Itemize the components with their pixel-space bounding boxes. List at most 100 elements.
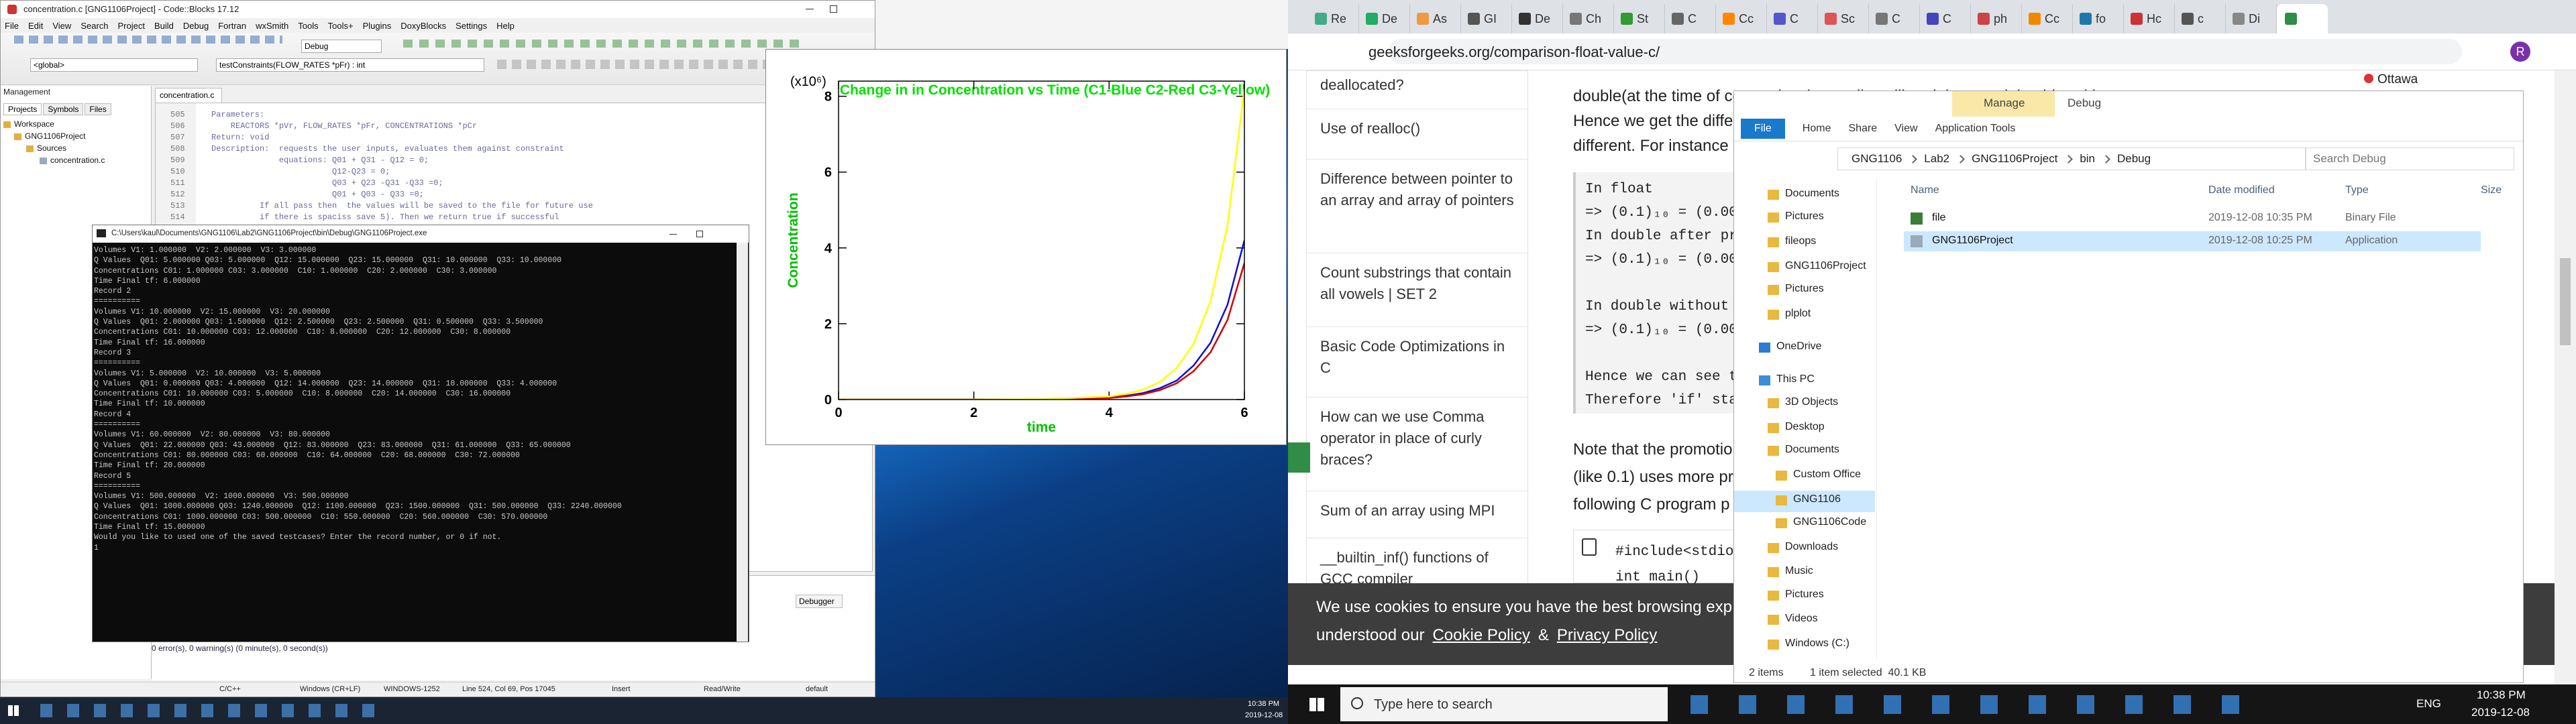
- scrollbar[interactable]: [2555, 70, 2576, 684]
- scope-combo[interactable]: <global>: [30, 58, 198, 72]
- path-segment[interactable]: Debug: [2117, 152, 2151, 165]
- maximize-button[interactable]: [830, 5, 837, 13]
- nav-item[interactable]: GNG1106Code: [1793, 516, 1867, 528]
- browser-tab[interactable]: As: [1410, 4, 1461, 34]
- sidebar-link[interactable]: Difference between pointer to an array a…: [1320, 170, 1514, 208]
- nav-item[interactable]: fileops: [1785, 235, 1817, 247]
- menu-item[interactable]: DoxyBlocks: [400, 20, 447, 31]
- maximize-button[interactable]: [696, 231, 703, 237]
- nav-item[interactable]: Documents: [1785, 444, 1839, 455]
- nav-item[interactable]: Documents: [1785, 188, 1839, 199]
- menu-item[interactable]: Edit: [28, 20, 44, 31]
- sidebar-link[interactable]: Count substrings that contain all vowels…: [1320, 264, 1511, 302]
- nav-item[interactable]: Pictures: [1785, 589, 1824, 600]
- scrollbar[interactable]: [737, 243, 748, 642]
- menu-item[interactable]: Settings: [455, 20, 488, 31]
- tree-item[interactable]: GNG1106Project: [25, 131, 86, 141]
- function-combo[interactable]: testConstraints(FLOW_RATES *pFr) : int: [216, 58, 484, 72]
- search-box[interactable]: Search Debug: [2306, 147, 2514, 170]
- active-tab[interactable]: [2277, 4, 2328, 34]
- logs-tab[interactable]: Debugger: [796, 595, 843, 608]
- menu-item[interactable]: Build: [154, 20, 174, 31]
- ribbon-tab[interactable]: File: [1741, 119, 1785, 139]
- tree-item[interactable]: Workspace: [14, 119, 54, 129]
- browser-tab[interactable]: fo: [2073, 4, 2124, 34]
- menu-item[interactable]: Fortran: [218, 20, 247, 31]
- nav-item[interactable]: GNG1106Project: [1785, 260, 1866, 272]
- browser-tab[interactable]: C: [1767, 4, 1818, 34]
- column-header[interactable]: Date modified: [2208, 184, 2275, 196]
- browser-tab[interactable]: Ch: [1563, 4, 1614, 34]
- browser-tab[interactable]: c: [2175, 4, 2226, 34]
- menu-item[interactable]: wxSmith: [256, 20, 289, 31]
- browser-tab[interactable]: Cc: [1716, 4, 1767, 34]
- taskbar-icons[interactable]: [1690, 695, 2267, 714]
- nav-item[interactable]: Desktop: [1785, 421, 1825, 432]
- nav-item[interactable]: Pictures: [1785, 210, 1824, 222]
- copy-icon[interactable]: [1582, 538, 1597, 556]
- omnibox[interactable]: [1389, 39, 2462, 64]
- path-segment[interactable]: GNG1106: [1851, 152, 1902, 165]
- nav-item[interactable]: Custom Office: [1793, 469, 1862, 480]
- menu-item[interactable]: Project: [117, 20, 145, 31]
- browser-tab[interactable]: C: [1920, 4, 1971, 34]
- nav-item[interactable]: GNG1106: [1793, 493, 1841, 505]
- menu-item[interactable]: Debug: [182, 20, 209, 31]
- menu-item[interactable]: Tools: [298, 20, 319, 31]
- browser-tab[interactable]: GI: [1461, 4, 1512, 34]
- browser-tab[interactable]: C: [1665, 4, 1716, 34]
- browser-tab[interactable]: C: [1869, 4, 1920, 34]
- menu-item[interactable]: Plugins: [362, 20, 392, 31]
- browser-tab[interactable]: Sc: [1818, 4, 1869, 34]
- browser-tab[interactable]: De: [1512, 4, 1563, 34]
- browser-tab[interactable]: Re: [1308, 4, 1359, 34]
- browser-tab[interactable]: Di: [2226, 4, 2277, 34]
- file-cell[interactable]: GNG1106Project: [1932, 235, 2013, 246]
- browser-tab[interactable]: ph: [1971, 4, 2022, 34]
- menu-item[interactable]: File: [5, 20, 19, 31]
- nav-item[interactable]: OneDrive: [1776, 341, 1822, 352]
- sidebar-link[interactable]: deallocated?: [1320, 76, 1404, 93]
- path-segment[interactable]: GNG1106Project: [1972, 152, 2058, 165]
- cookie-link[interactable]: Cookie Policy: [1432, 626, 1530, 644]
- start-button[interactable]: [1309, 698, 1324, 711]
- column-header[interactable]: Name: [1911, 184, 1939, 196]
- panel-tab[interactable]: Files: [85, 103, 111, 115]
- nav-item[interactable]: Videos: [1785, 613, 1818, 624]
- browser-tab[interactable]: Hc: [2124, 4, 2175, 34]
- sidebar-link[interactable]: Sum of an array using MPI: [1320, 502, 1495, 519]
- start-button[interactable]: [8, 705, 19, 716]
- clock-date[interactable]: 2019-12-08: [2471, 706, 2530, 719]
- profile-avatar[interactable]: R: [2510, 42, 2530, 62]
- build-target[interactable]: Debug: [301, 40, 382, 53]
- panel-tab[interactable]: Symbols: [43, 103, 84, 115]
- taskbar-icons[interactable]: [40, 704, 389, 717]
- menu-item[interactable]: Help: [496, 20, 515, 31]
- cookie-link[interactable]: Privacy Policy: [1556, 626, 1658, 644]
- browser-tab[interactable]: St: [1614, 4, 1665, 34]
- path-segment[interactable]: Lab2: [1924, 152, 1950, 165]
- search-box[interactable]: Type here to search: [1340, 687, 1668, 721]
- editor-tab[interactable]: concentration.c: [155, 88, 222, 103]
- minimize-button[interactable]: [669, 234, 677, 235]
- ribbon-tab[interactable]: Share: [1848, 123, 1878, 134]
- ribbon-tab[interactable]: Home: [1802, 123, 1831, 134]
- path-segment[interactable]: bin: [2080, 152, 2095, 165]
- ribbon-tab[interactable]: View: [1894, 123, 1918, 134]
- nav-item[interactable]: 3D Objects: [1785, 396, 1839, 408]
- search-placeholder[interactable]: Type here to search: [1374, 697, 1493, 712]
- nav-item[interactable]: plplot: [1785, 308, 1811, 319]
- nav-item[interactable]: Downloads: [1785, 541, 1839, 552]
- sidebar-link[interactable]: Use of realloc(): [1320, 120, 1421, 137]
- tree-item[interactable]: Sources: [37, 143, 67, 153]
- menu-item[interactable]: Tools+: [327, 20, 354, 31]
- browser-tab[interactable]: Cc: [2022, 4, 2073, 34]
- panel-tab[interactable]: Projects: [3, 103, 42, 115]
- file-cell[interactable]: file: [1932, 212, 1946, 223]
- ribbon-tab[interactable]: Application Tools: [1935, 123, 2016, 134]
- nav-item[interactable]: This PC: [1776, 373, 1815, 385]
- menu-item[interactable]: Search: [80, 20, 109, 31]
- scroll-thumb[interactable]: [2560, 258, 2571, 345]
- column-header[interactable]: Size: [2481, 184, 2502, 196]
- menu-item[interactable]: View: [52, 20, 72, 31]
